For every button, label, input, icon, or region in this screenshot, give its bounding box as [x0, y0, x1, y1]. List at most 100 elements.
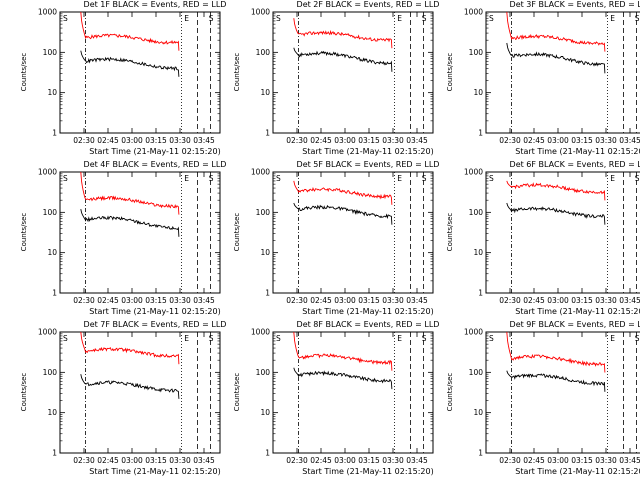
x-tick-label: 03:00: [121, 296, 143, 305]
plot-frame: [59, 171, 221, 294]
x-tick-label: 02:45: [97, 456, 119, 465]
x-tick-label: 02:30: [499, 136, 521, 145]
x-tick-label: 02:30: [286, 136, 308, 145]
plot-frame: [272, 11, 434, 134]
y-axis-label: Counts/sec: [446, 372, 454, 412]
chart-svg: 1 10 100 1000 02:30 02:45 03:00 03:15 03:30 03:45…: [251, 328, 434, 465]
x-tick-label: 03:15: [358, 456, 380, 465]
x-tick-label: 03:30: [595, 136, 617, 145]
marker-letter: S: [63, 14, 68, 23]
x-tick-label: 03:15: [571, 456, 593, 465]
x-tick-label: 03:45: [619, 456, 640, 465]
chart-title: Det 5F BLACK = Events, RED = LLD: [296, 160, 440, 169]
y-tick-label: 10: [260, 408, 270, 417]
x-tick-label: 02:30: [499, 456, 521, 465]
x-axis-label: Start Time (21-May-11 02:15:20): [515, 147, 640, 156]
y-tick-label: 1: [265, 289, 270, 298]
y-axis-label: Counts/sec: [20, 372, 28, 412]
y-tick-label: 10: [260, 248, 270, 257]
y-tick-label: 10: [473, 88, 483, 97]
events-series-line: [80, 374, 180, 399]
marker-letter: S: [489, 14, 494, 23]
y-tick-label: 10: [47, 248, 57, 257]
y-tick-label: 1000: [251, 168, 270, 177]
y-tick-label: 1: [52, 289, 57, 298]
y-axis-label: Counts/sec: [20, 52, 28, 92]
x-tick-label: 03:45: [193, 296, 215, 305]
x-tick-label: 02:45: [523, 296, 545, 305]
y-tick-label: 1000: [464, 8, 483, 17]
x-tick-label: 03:00: [334, 136, 356, 145]
y-tick-label: 1: [265, 449, 270, 458]
chart-svg: 1 10 100 1000 02:30 02:45 03:00 03:15 03:30 03:45…: [251, 8, 434, 145]
y-tick-label: 1000: [251, 8, 270, 17]
y-tick-label: 1000: [38, 8, 57, 17]
x-tick-label: 03:00: [334, 296, 356, 305]
chart-svg: 1 10 100 1000 02:30 02:45 03:00 03:15 03:30 03:45…: [464, 8, 640, 145]
detector-panel: 1 10 100 1000 02:30 02:45 03:00 03:15 03:30 03:45…: [20, 320, 233, 480]
x-tick-label: 02:30: [286, 456, 308, 465]
marker-letter: S: [209, 334, 214, 343]
x-tick-label: 03:00: [547, 456, 569, 465]
y-tick-label: 100: [256, 368, 271, 377]
lld-series-line: [80, 171, 180, 215]
events-series-line: [80, 50, 180, 77]
y-tick-label: 100: [43, 48, 58, 57]
plot-frame: [59, 331, 221, 454]
x-tick-label: 03:30: [169, 136, 191, 145]
y-axis-label: Counts/sec: [446, 52, 454, 92]
marker-letter: E: [184, 14, 189, 23]
lld-series-line: [506, 11, 606, 52]
marker-letter: E: [610, 14, 615, 23]
plot-frame: [59, 11, 221, 134]
plot-frame: [485, 331, 640, 454]
x-axis-label: Start Time (21-May-11 02:15:20): [302, 307, 434, 316]
lld-series-line: [506, 331, 606, 373]
y-axis-label: Counts/sec: [233, 372, 241, 412]
chart-title: Det 8F BLACK = Events, RED = LLD: [296, 320, 440, 329]
y-tick-label: 10: [473, 248, 483, 257]
events-series-line: [506, 370, 606, 392]
x-tick-label: 03:30: [382, 456, 404, 465]
marker-letter: S: [422, 14, 427, 23]
x-tick-label: 03:45: [406, 296, 428, 305]
plot-frame: [272, 331, 434, 454]
detector-panel: 1 10 100 1000 02:30 02:45 03:00 03:15 03:30 03:45…: [446, 0, 640, 160]
x-tick-label: 02:30: [73, 136, 95, 145]
y-tick-label: 100: [256, 48, 271, 57]
y-tick-label: 1000: [464, 168, 483, 177]
x-tick-label: 03:15: [145, 456, 167, 465]
lld-series-line: [80, 331, 180, 365]
marker-letter: S: [63, 334, 68, 343]
x-tick-label: 02:45: [97, 136, 119, 145]
marker-letter: S: [276, 14, 281, 23]
marker-letter: S: [209, 14, 214, 23]
x-tick-label: 03:15: [145, 136, 167, 145]
x-axis-label: Start Time (21-May-11 02:15:20): [515, 467, 640, 476]
marker-letter: S: [489, 174, 494, 183]
chart-svg: 1 10 100 1000 02:30 02:45 03:00 03:15 03:30 03:45…: [464, 168, 640, 305]
x-tick-label: 03:15: [358, 296, 380, 305]
x-tick-label: 02:45: [523, 456, 545, 465]
marker-letter: S: [422, 174, 427, 183]
x-tick-label: 03:00: [121, 136, 143, 145]
marker-letter: S: [276, 174, 281, 183]
x-tick-label: 03:15: [145, 296, 167, 305]
marker-letter: S: [635, 334, 640, 343]
x-tick-label: 02:45: [310, 456, 332, 465]
y-tick-label: 100: [43, 208, 58, 217]
marker-letter: S: [635, 174, 640, 183]
y-axis-label: Counts/sec: [446, 212, 454, 252]
y-tick-label: 10: [473, 408, 483, 417]
y-tick-label: 1: [478, 289, 483, 298]
chart-title: Det 2F BLACK = Events, RED = LLD: [296, 0, 440, 9]
marker-letter: E: [397, 14, 402, 23]
marker-letter: E: [184, 334, 189, 343]
x-tick-label: 03:45: [406, 456, 428, 465]
events-series-line: [506, 42, 606, 74]
y-tick-label: 100: [43, 368, 58, 377]
y-tick-label: 1: [478, 129, 483, 138]
x-tick-label: 02:30: [73, 456, 95, 465]
y-tick-label: 1000: [251, 328, 270, 337]
